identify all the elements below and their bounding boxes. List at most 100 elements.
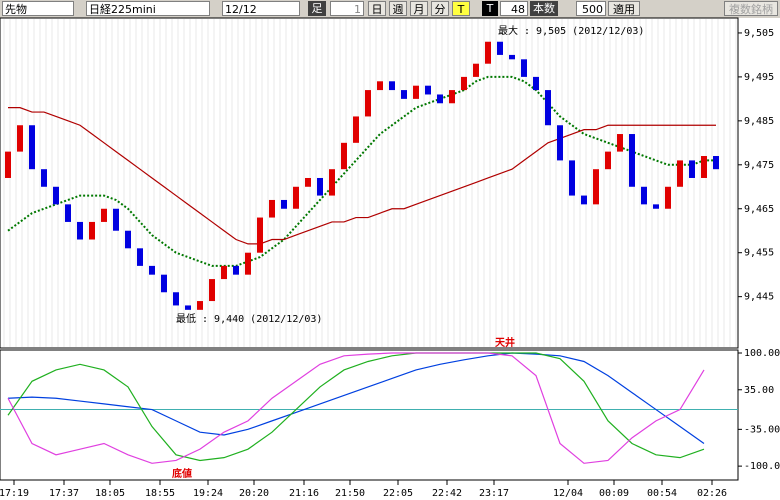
candle [569,160,575,196]
candle [605,151,611,170]
candle [5,151,11,178]
candle [161,274,167,293]
candle [665,186,671,209]
candle [353,116,359,143]
candle [413,85,419,99]
candle [293,186,299,209]
price-frame [0,17,739,349]
oscillator-line [7,352,705,462]
candle [257,217,263,253]
candle [113,208,119,231]
candle [473,63,479,77]
x-tick-label: 22:42 [432,488,462,499]
month-select[interactable]: 12/12 [222,1,300,16]
x-tick-label: 17:19 [0,488,29,499]
candle [533,76,539,91]
y-tick-label: 9,485 [744,116,774,127]
candle [341,142,347,170]
candle [269,199,275,218]
x-tick-label: 20:20 [239,488,269,499]
month-button[interactable]: 月 [410,1,428,16]
x-tick-label: 22:05 [383,488,413,499]
y-tick-label: 35.00 [744,385,774,396]
candle [137,248,143,266]
candle [77,221,83,240]
candle [29,125,35,170]
candle [125,230,131,249]
osc-frame [0,349,739,481]
t-label: T [482,1,498,16]
candle [509,54,515,60]
candle [485,41,491,64]
candle [617,134,623,152]
candle [185,305,191,310]
candle [449,90,455,104]
candle [401,90,407,99]
count-input[interactable]: 48 [500,1,528,16]
x-tick-label: 12/04 [553,488,583,499]
candle [317,177,323,196]
candle [521,59,527,77]
candle [209,279,215,302]
candle [149,265,155,275]
candle [461,76,467,91]
candle [173,292,179,306]
candle [377,81,383,91]
candle [365,90,371,117]
y-tick-label: 9,475 [744,160,774,171]
candle [557,125,563,161]
y-tick-label: 9,445 [744,292,774,303]
candle [425,85,431,95]
candle [89,221,95,240]
bottom-label: 底値 [172,467,192,480]
candle [581,195,587,205]
week-button[interactable]: 週 [389,1,407,16]
x-tick-label: 21:50 [335,488,365,499]
x-tick-label: 18:05 [95,488,125,499]
y-tick-label: -100.00 [744,461,780,472]
candle [389,81,395,91]
candle [245,252,251,275]
candle [41,169,47,187]
x-tick-label: 18:55 [145,488,175,499]
y-tick-label: -35.00 [744,424,780,435]
x-tick-label: 00:54 [647,488,677,499]
candle [641,186,647,205]
candle [65,204,71,222]
candle [713,156,719,170]
candle [689,160,695,178]
candle [653,204,659,209]
candle [593,169,599,205]
minute-button[interactable]: 分 [431,1,449,16]
moving-average [8,107,716,245]
candle [437,94,443,104]
candle [629,134,635,187]
candle [305,177,311,187]
candle [17,125,23,152]
y-tick-label: 9,465 [744,204,774,215]
product-select[interactable]: 日経225mini [86,1,210,16]
y-tick-label: 9,505 [744,28,774,39]
x-tick-label: 02:26 [697,488,727,499]
candle [281,199,287,209]
moving-average [7,75,716,267]
apply-button[interactable]: 適用 [608,1,640,16]
symbol-select[interactable]: 先物 [2,1,74,16]
x-tick-label: 17:37 [49,488,79,499]
multi-button[interactable]: 複数銘柄 [724,1,778,16]
t-button[interactable]: T [452,1,470,16]
candle [101,208,107,222]
candle [221,265,227,280]
y-tick-label: 100.00 [744,348,780,359]
max-label: 最大 : 9,505 (2012/12/03) [498,24,644,37]
y-tick-label: 9,455 [744,248,774,259]
bar-label: 足 [308,1,326,16]
y-tick-label: 9,495 [744,72,774,83]
candle [701,156,707,178]
day-button[interactable]: 日 [368,1,386,16]
bar-size[interactable]: 1 [330,1,364,16]
top-label: 天井 [495,336,515,349]
count2-input[interactable]: 500 [576,1,606,16]
